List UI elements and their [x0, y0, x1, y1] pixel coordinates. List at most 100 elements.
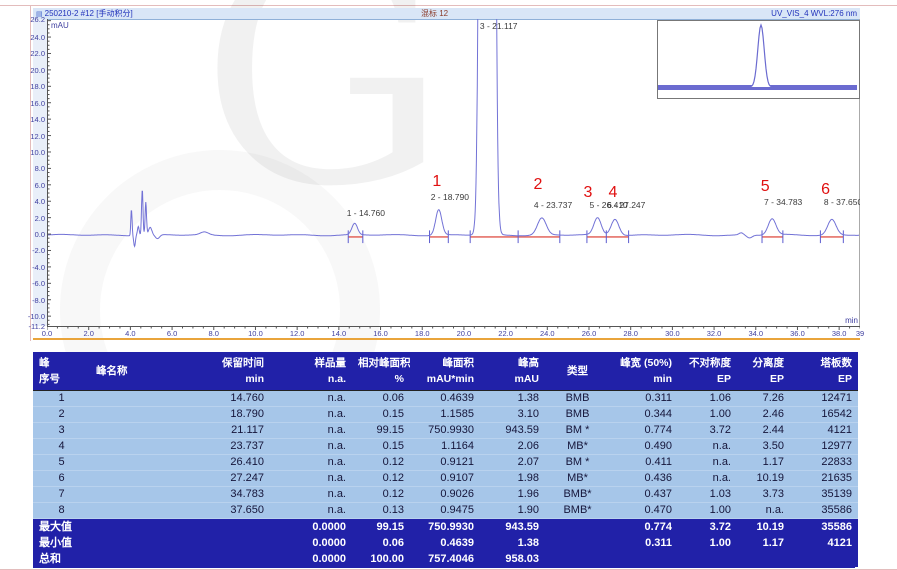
table-cell: n.a. [678, 454, 737, 471]
y-tick-label: 6.0 [34, 180, 45, 190]
table-cell: 0.9107 [410, 470, 480, 487]
zoom-inset[interactable] [657, 20, 860, 99]
x-tick-label: 36.0 [790, 329, 805, 338]
table-row[interactable]: 3 21.117 n.a. 99.15 750.9930 943.59 BM * 0.774 3… [33, 422, 858, 439]
table-cell: n.a. [270, 390, 352, 407]
column-header: 峰宽 (50%) min [610, 352, 678, 391]
table-cell: MB* [545, 470, 610, 487]
x-tick-label: 14.0 [331, 329, 347, 338]
table-cell [90, 390, 200, 407]
x-tick-label: 22.0 [498, 329, 513, 338]
table-cell: 1.06 [678, 390, 737, 407]
summary-cell [90, 551, 200, 567]
peak-label: 3 - 21.117 [480, 21, 518, 31]
y-tick-label: -6.0 [32, 279, 45, 289]
table-row[interactable]: 4 23.737 n.a. 0.15 1.1164 2.06 MB* 0.490 n.a. 3.5… [33, 438, 858, 455]
table-cell: 12471 [790, 390, 858, 407]
table-cell: 1.38 [480, 390, 545, 407]
x-tick-label: 10.0 [248, 329, 263, 338]
summary-cell [200, 535, 270, 551]
table-cell: 0.411 [610, 454, 678, 471]
summary-row: 最小值 0.0000 0.06 0.4639 1.38 0.311 1.00 1.17 4121 [33, 535, 858, 551]
x-tick-label: 8.0 [208, 329, 219, 338]
table-row[interactable]: 8 37.650 n.a. 0.13 0.9475 1.90 BMB* 0.470 1.00 n.… [33, 502, 858, 519]
summary-cell: 10.19 [737, 518, 790, 535]
chromatogram-canvas[interactable]: 1 - 14.760 2 - 18.790 3 - 21.117 4 - 23.737… [47, 19, 860, 331]
summary-cell: 750.9930 [410, 518, 480, 535]
table-cell: 0.4639 [410, 390, 480, 407]
summary-cell [790, 551, 858, 567]
table-cell: 0.15 [352, 406, 410, 423]
peak-number-label: 5 [761, 178, 770, 195]
summary-row: 总和 0.0000 100.00 757.4046 958.03 [33, 551, 858, 567]
table-cell: 0.344 [610, 406, 678, 423]
results-tbody: 1 14.760 n.a. 0.06 0.4639 1.38 BMB 0.311 1.06 7.2… [33, 390, 858, 567]
table-row[interactable]: 5 26.410 n.a. 0.12 0.9121 2.07 BM * 0.411 n.a. 1.… [33, 454, 858, 471]
table-cell: n.a. [678, 438, 737, 455]
summary-cell: 100.00 [352, 551, 410, 567]
summary-cell [737, 551, 790, 567]
x-tick-label: 32.0 [706, 329, 722, 338]
table-cell: 2.07 [480, 454, 545, 471]
table-row[interactable]: 1 14.760 n.a. 0.06 0.4639 1.38 BMB 0.311 1.06 7.2… [33, 390, 858, 407]
table-cell: 0.06 [352, 390, 410, 407]
table-cell: BMB* [545, 486, 610, 503]
column-header: 相对峰面积% [352, 352, 410, 391]
grid-line-top [0, 5, 897, 6]
table-cell: n.a. [737, 502, 790, 519]
table-row[interactable]: 6 27.247 n.a. 0.12 0.9107 1.98 MB* 0.436 n.a. 10.… [33, 470, 858, 487]
summary-cell [90, 518, 200, 535]
table-cell: 3 [33, 422, 90, 439]
y-tick-label: -11.2 [28, 322, 45, 331]
summary-cell: 1.17 [737, 535, 790, 551]
table-cell: 35139 [790, 486, 858, 503]
table-cell: 4 [33, 438, 90, 455]
table-cell: 1.98 [480, 470, 545, 487]
table-cell: 0.774 [610, 422, 678, 439]
column-header: 峰高 mAU [480, 352, 545, 391]
peak-number-label: 2 [533, 176, 542, 193]
table-cell: 18.790 [200, 406, 270, 423]
x-tick-label: 38.0 [831, 329, 847, 338]
column-header: 类型 [545, 352, 610, 391]
table-cell [90, 486, 200, 503]
column-header: 不对称度 EP [678, 352, 737, 391]
summary-cell: 35586 [790, 518, 858, 535]
peak-label: 1 - 14.760 [347, 208, 386, 218]
table-cell: 1 [33, 390, 90, 407]
table-row[interactable]: 7 34.783 n.a. 0.12 0.9026 1.96 BMB* 0.437 1.03 3.… [33, 486, 858, 503]
y-tick-label: 0.0 [34, 230, 45, 240]
table-cell: 0.9475 [410, 502, 480, 519]
injection-title: ▤ 250210-2 #12 [手动积分] [36, 8, 133, 20]
y-tick-label: -10.0 [27, 312, 45, 322]
table-cell [90, 406, 200, 423]
table-cell: 0.12 [352, 486, 410, 503]
x-tick-label: 24.0 [539, 329, 555, 338]
table-cell: 1.03 [678, 486, 737, 503]
table-cell: MB* [545, 438, 610, 455]
table-cell: 3.72 [678, 422, 737, 439]
table-cell: 2.46 [737, 406, 790, 423]
y-axis-gutter [33, 19, 47, 326]
column-header: 峰序号 [33, 352, 90, 391]
table-row[interactable]: 2 18.790 n.a. 0.15 1.1585 3.10 BMB 0.344 1.00 2.4… [33, 406, 858, 423]
table-cell: n.a. [270, 438, 352, 455]
table-cell: 26.410 [200, 454, 270, 471]
summary-cell [545, 518, 610, 535]
chromatogram-icon: ▤ [36, 11, 43, 18]
y-tick-label: 14.0 [30, 115, 45, 125]
summary-cell: 4121 [790, 535, 858, 551]
table-cell: 0.12 [352, 454, 410, 471]
x-tick-label: 39 [855, 329, 865, 338]
table-cell: n.a. [270, 470, 352, 487]
summary-cell: 0.0000 [270, 518, 352, 535]
peak-number-label: 6 [821, 181, 830, 198]
table-cell: n.a. [270, 486, 352, 503]
table-cell: 4121 [790, 422, 858, 439]
table-cell [90, 438, 200, 455]
y-tick-label: -8.0 [32, 295, 45, 305]
peak-number-label: 4 [609, 184, 618, 201]
results-thead: 峰序号 峰名称 保留时间 min 样品量 n.a. 相对峰面积% 峰面积 mAU*min 峰高 mA… [33, 352, 858, 391]
table-cell: BMB [545, 406, 610, 423]
table-cell: 2 [33, 406, 90, 423]
